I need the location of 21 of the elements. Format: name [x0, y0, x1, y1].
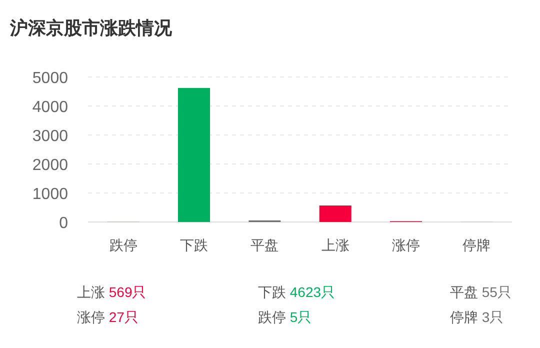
text: 涨停 27只 — [77, 309, 138, 325]
x-tick-label: 上涨 — [321, 237, 350, 253]
text: 上涨 569只 — [77, 284, 146, 300]
bar — [319, 206, 352, 222]
text: 下跌 4623只 — [258, 284, 336, 300]
bar — [178, 88, 210, 222]
x-tick-label: 跌停 — [109, 237, 138, 253]
y-tick-label: 4000 — [32, 99, 68, 116]
text: 停牌 3只 — [450, 309, 504, 325]
x-tick-label: 平盘 — [250, 237, 279, 253]
y-tick-label: 5000 — [32, 70, 68, 87]
y-tick-label: 1000 — [32, 186, 68, 203]
y-tick-label: 0 — [59, 215, 68, 232]
chart-title: 沪深京股市涨跌情况 — [9, 18, 173, 38]
y-tick-label: 2000 — [32, 157, 68, 174]
x-tick-label: 涨停 — [392, 237, 420, 253]
text: 跌停 5只 — [258, 309, 312, 325]
y-tick-label: 3000 — [32, 128, 68, 145]
x-tick-label: 停牌 — [462, 237, 491, 253]
text: 平盘 55只 — [450, 284, 512, 300]
x-tick-label: 下跌 — [180, 237, 208, 253]
